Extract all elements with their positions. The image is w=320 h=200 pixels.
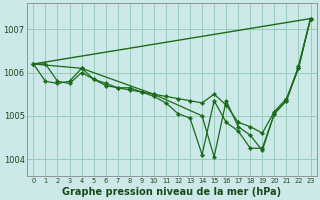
- X-axis label: Graphe pression niveau de la mer (hPa): Graphe pression niveau de la mer (hPa): [62, 187, 282, 197]
